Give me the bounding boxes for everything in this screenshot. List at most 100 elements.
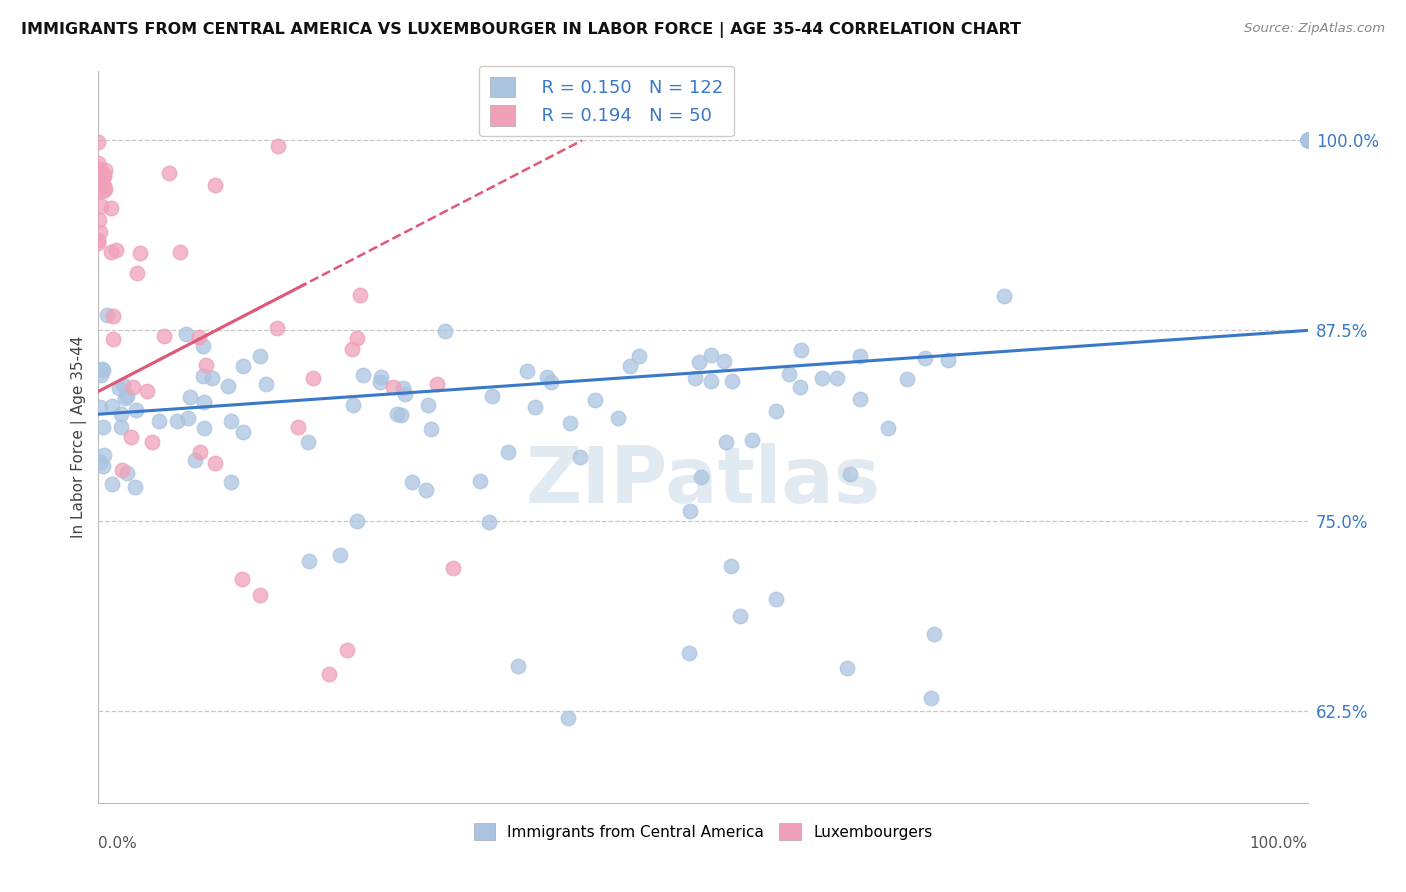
- Point: [267, 139, 290, 153]
- Point: [204, 456, 226, 470]
- Point: [87, 135, 110, 149]
- Point: [536, 369, 558, 384]
- Point: [1296, 133, 1319, 147]
- Point: [108, 381, 131, 395]
- Point: [628, 349, 651, 363]
- Point: [204, 178, 226, 192]
- Point: [115, 467, 138, 481]
- Point: [370, 370, 392, 384]
- Point: [583, 392, 606, 407]
- Point: [441, 561, 464, 575]
- Point: [340, 343, 363, 357]
- Point: [523, 401, 546, 415]
- Point: [1296, 133, 1319, 147]
- Point: [169, 244, 191, 259]
- Point: [93, 169, 115, 183]
- Point: [1296, 133, 1319, 147]
- Point: [558, 417, 581, 431]
- Point: [87, 174, 110, 188]
- Text: Source: ZipAtlas.com: Source: ZipAtlas.com: [1244, 22, 1385, 36]
- Point: [922, 627, 945, 641]
- Point: [87, 213, 110, 227]
- Point: [111, 462, 134, 476]
- Point: [1296, 133, 1319, 147]
- Point: [287, 420, 309, 434]
- Point: [89, 225, 111, 239]
- Point: [90, 368, 112, 382]
- Point: [1296, 133, 1319, 147]
- Point: [90, 199, 112, 213]
- Point: [1296, 133, 1319, 147]
- Point: [124, 480, 146, 494]
- Point: [1296, 133, 1319, 147]
- Point: [91, 458, 114, 473]
- Point: [112, 378, 135, 392]
- Point: [920, 690, 942, 705]
- Point: [1296, 133, 1319, 147]
- Point: [141, 435, 163, 450]
- Point: [336, 643, 359, 657]
- Point: [478, 515, 501, 529]
- Point: [481, 389, 503, 403]
- Point: [896, 372, 918, 386]
- Point: [1296, 133, 1319, 147]
- Point: [254, 376, 277, 391]
- Point: [619, 359, 641, 373]
- Point: [713, 354, 735, 368]
- Point: [100, 201, 122, 215]
- Y-axis label: In Labor Force | Age 35-44: In Labor Force | Age 35-44: [72, 336, 87, 538]
- Point: [683, 371, 706, 385]
- Point: [193, 395, 215, 409]
- Point: [936, 353, 959, 368]
- Point: [115, 389, 138, 403]
- Point: [765, 592, 787, 607]
- Point: [1296, 133, 1319, 147]
- Point: [790, 343, 813, 358]
- Point: [103, 309, 125, 323]
- Text: 0.0%: 0.0%: [98, 836, 138, 851]
- Point: [433, 325, 456, 339]
- Point: [179, 390, 201, 404]
- Point: [741, 433, 763, 447]
- Point: [193, 421, 215, 435]
- Point: [392, 381, 415, 395]
- Point: [93, 448, 115, 462]
- Point: [1296, 133, 1319, 147]
- Point: [318, 667, 340, 681]
- Point: [496, 445, 519, 459]
- Point: [401, 475, 423, 490]
- Point: [1296, 133, 1319, 147]
- Point: [876, 421, 898, 435]
- Point: [101, 400, 124, 414]
- Point: [249, 349, 271, 363]
- Point: [1296, 133, 1319, 147]
- Point: [136, 384, 159, 399]
- Point: [349, 288, 371, 302]
- Point: [838, 467, 860, 481]
- Point: [121, 379, 143, 393]
- Point: [87, 184, 110, 198]
- Point: [382, 379, 405, 393]
- Point: [688, 355, 710, 369]
- Point: [297, 434, 319, 449]
- Point: [166, 414, 188, 428]
- Point: [302, 370, 325, 384]
- Point: [1296, 133, 1319, 147]
- Point: [177, 411, 200, 425]
- Point: [699, 348, 721, 362]
- Point: [94, 163, 117, 178]
- Point: [1296, 133, 1319, 147]
- Point: [110, 407, 132, 421]
- Point: [266, 321, 288, 335]
- Point: [557, 710, 579, 724]
- Point: [188, 330, 211, 344]
- Point: [91, 419, 114, 434]
- Point: [765, 404, 787, 418]
- Point: [87, 156, 110, 170]
- Point: [468, 475, 491, 489]
- Point: [607, 411, 630, 425]
- Point: [232, 425, 254, 440]
- Point: [125, 266, 148, 280]
- Point: [125, 403, 148, 417]
- Point: [93, 179, 115, 194]
